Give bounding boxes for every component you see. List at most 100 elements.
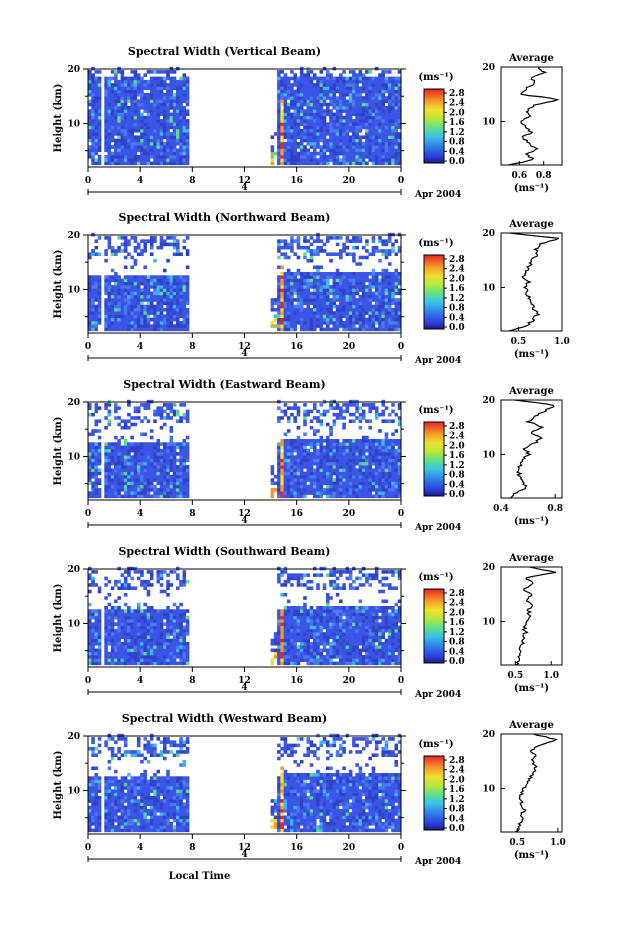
heatmap-cell [94, 281, 99, 286]
heatmap-cell [306, 275, 311, 279]
heatmap-cell [384, 281, 389, 286]
heatmap-cell [143, 119, 147, 123]
heatmap-cell [335, 83, 340, 87]
heatmap-cell [159, 314, 164, 319]
heatmap-cell [172, 281, 177, 286]
heatmap-cell [339, 89, 343, 94]
heatmap-cell [97, 471, 102, 476]
heatmap-cell [384, 96, 389, 100]
heatmap-cell [133, 327, 138, 332]
heatmap-cell [387, 317, 392, 322]
heatmap-cell [277, 109, 281, 113]
heatmap-cell [149, 445, 154, 450]
heatmap-cell [280, 76, 284, 81]
heatmap-cell [374, 155, 379, 159]
heatmap-cell [345, 89, 350, 94]
heatmap-cell [345, 494, 350, 499]
heatmap-cell [162, 128, 167, 133]
heatmap-cell [104, 83, 108, 87]
heatmap-cell [309, 458, 314, 463]
heatmap-cell [110, 132, 115, 136]
heatmap-cell [277, 125, 281, 130]
heatmap-cell [104, 301, 108, 305]
heatmap-cell [355, 73, 359, 77]
heatmap-cell [348, 281, 353, 286]
heatmap-cell [156, 442, 161, 446]
heatmap-cell [136, 109, 141, 113]
heatmap-cell [303, 151, 307, 156]
heatmap-cell [394, 281, 399, 286]
heatmap-cell [322, 468, 327, 472]
heatmap-cell [176, 298, 180, 302]
heatmap-cell [176, 249, 180, 253]
heatmap-cell [316, 494, 320, 499]
heatmap-cell [133, 416, 138, 420]
heatmap-cell [345, 445, 350, 450]
heatmap-cell [140, 119, 144, 123]
heatmap-cell [94, 119, 99, 123]
heatmap-cell [97, 281, 102, 286]
heatmap-cell [358, 109, 363, 113]
y-tick-label: 10 [67, 452, 80, 462]
heatmap-cell [319, 478, 324, 482]
heatmap-cell [273, 151, 278, 156]
heatmap-cell [123, 445, 128, 450]
heatmap-cell [348, 96, 353, 100]
heatmap-cell [394, 272, 399, 276]
heatmap-cell [133, 86, 138, 90]
heatmap-cell [104, 619, 108, 623]
heatmap-cell [342, 96, 346, 100]
heatmap-cell [162, 242, 167, 247]
heatmap-cell [365, 317, 369, 322]
heatmap-cell [342, 478, 346, 482]
heatmap-cell [394, 455, 399, 459]
heatmap-cell [283, 278, 288, 283]
heatmap-cell [335, 317, 340, 322]
heatmap-cell [149, 481, 154, 486]
heatmap-cell [123, 442, 128, 446]
heatmap-cell [120, 236, 125, 240]
heatmap-cell [136, 304, 141, 309]
heatmap-cell [91, 317, 95, 322]
heatmap-cell [176, 109, 180, 113]
heatmap-cell [381, 321, 385, 325]
heatmap-cell [146, 148, 151, 153]
heatmap-cell [94, 622, 99, 626]
heatmap-cell [345, 488, 350, 492]
heatmap-cell [146, 275, 151, 279]
heatmap-cell [120, 484, 125, 489]
heatmap-cell [381, 96, 385, 100]
heatmap-cell [299, 119, 304, 123]
heatmap-cell [293, 272, 297, 276]
heatmap-cell [277, 148, 281, 153]
heatmap-cell [159, 145, 164, 149]
heatmap-cell [355, 112, 359, 117]
heatmap-cell [326, 83, 330, 87]
heatmap-cell [172, 96, 177, 100]
heatmap-cell [312, 151, 317, 156]
heatmap-cell [286, 83, 291, 87]
heatmap-cell [179, 321, 183, 325]
heatmap-cell [381, 132, 385, 136]
heatmap-cell [130, 135, 134, 139]
heatmap-cell [322, 461, 327, 466]
heatmap-cell [345, 403, 350, 407]
heatmap-cell [117, 491, 121, 495]
heatmap-cell [352, 281, 356, 286]
heatmap-cell [394, 119, 399, 123]
heatmap-cell [149, 102, 154, 107]
heatmap-cell [166, 291, 170, 296]
heatmap-cell [397, 406, 402, 410]
heatmap-cell [143, 115, 147, 120]
heatmap-cell [117, 275, 121, 279]
heatmap-cell [107, 122, 112, 126]
heatmap-cell [107, 102, 112, 107]
heatmap-cell [146, 102, 151, 107]
heatmap-cell [339, 317, 343, 322]
heatmap-cell [312, 265, 317, 270]
heatmap-cell [159, 236, 164, 240]
heatmap-cell [97, 622, 102, 626]
heatmap-cell [397, 445, 402, 450]
heatmap-cell [290, 406, 294, 410]
heatmap-cell [94, 92, 99, 97]
